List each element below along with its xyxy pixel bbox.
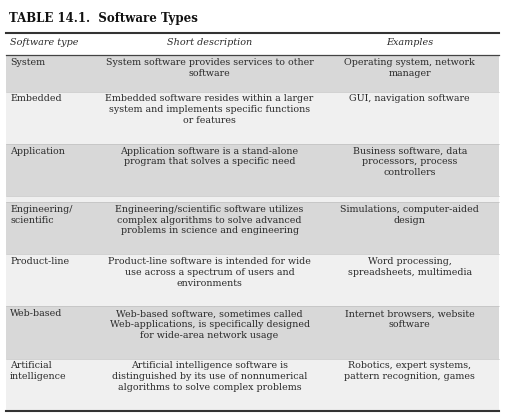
- Text: Embedded: Embedded: [10, 94, 62, 103]
- Bar: [6, 144, 499, 196]
- Text: Operating system, network
manager: Operating system, network manager: [344, 58, 475, 78]
- Bar: [6, 55, 499, 91]
- Bar: [6, 306, 499, 359]
- Text: Simulations, computer-aided
design: Simulations, computer-aided design: [340, 205, 479, 225]
- Text: Product-line software is intended for wide
use across a spectrum of users and
en: Product-line software is intended for wi…: [108, 257, 311, 288]
- Text: Application software is a stand-alone
program that solves a specific need: Application software is a stand-alone pr…: [121, 146, 298, 166]
- Text: Artificial
intelligence: Artificial intelligence: [10, 362, 67, 381]
- Bar: [6, 359, 499, 411]
- Text: Embedded software resides within a larger
system and implements specific functio: Embedded software resides within a large…: [106, 94, 314, 125]
- Text: Examples: Examples: [386, 38, 433, 47]
- Bar: [6, 91, 499, 144]
- Text: System software provides services to other
software: System software provides services to oth…: [106, 58, 314, 78]
- Text: Short description: Short description: [167, 38, 252, 47]
- Bar: [6, 254, 499, 306]
- Text: GUI, navigation software: GUI, navigation software: [349, 94, 470, 103]
- Bar: [6, 202, 499, 254]
- Text: Application: Application: [10, 146, 65, 156]
- Text: Engineering/
scientific: Engineering/ scientific: [10, 205, 73, 225]
- Text: Web-based: Web-based: [10, 309, 63, 318]
- Text: Robotics, expert systems,
pattern recognition, games: Robotics, expert systems, pattern recogn…: [344, 362, 475, 381]
- Text: Word processing,
spreadsheets, multimedia: Word processing, spreadsheets, multimedi…: [348, 257, 472, 277]
- Text: Artificial intelligence software is
distinguished by its use of nonnumerical
alg: Artificial intelligence software is dist…: [112, 362, 307, 392]
- Text: Business software, data
processors, process
controllers: Business software, data processors, proc…: [352, 146, 467, 177]
- Text: Web-based software, sometimes called
Web-applications, is specifically designed
: Web-based software, sometimes called Web…: [110, 309, 310, 340]
- Text: Product-line: Product-line: [10, 257, 69, 266]
- Bar: [6, 33, 499, 55]
- Text: Engineering/scientific software utilizes
complex algorithms to solve advanced
pr: Engineering/scientific software utilizes…: [115, 205, 304, 236]
- Text: TABLE 14.1.  Software Types: TABLE 14.1. Software Types: [9, 12, 197, 25]
- Bar: [6, 196, 499, 202]
- Text: System: System: [10, 58, 45, 67]
- Text: Software type: Software type: [10, 38, 79, 47]
- Text: Internet browsers, website
software: Internet browsers, website software: [345, 309, 475, 329]
